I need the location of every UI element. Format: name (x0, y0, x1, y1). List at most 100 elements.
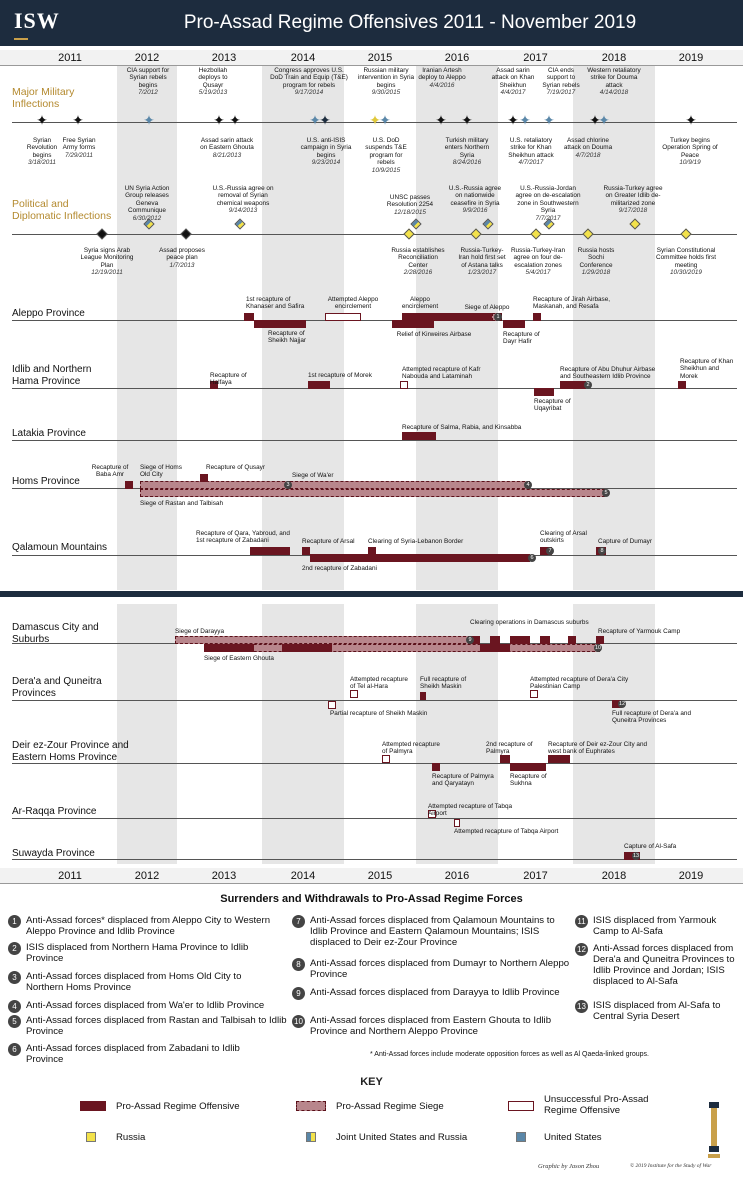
pol-event-astana: Russia-Turkey-Iran hold first set of Ast… (458, 247, 506, 277)
surrenders-title: Surrenders and Withdrawals to Pro-Assad … (220, 893, 523, 905)
diamond-icon-syrian (96, 228, 108, 240)
offensive-bar (548, 755, 570, 763)
year-label: 2018 (601, 870, 627, 882)
surrender-marker: 9 (466, 636, 474, 644)
event-label: Siege of Homs Old City (140, 464, 182, 479)
event-label: Siege of Eastern Ghouta (204, 655, 274, 662)
siege-bar (140, 481, 290, 489)
surrender-marker: 13 (632, 852, 640, 860)
pol-event-unsc-2254: UNSC passes Resolution 2254 12/18/2015 (386, 194, 434, 216)
event-label: Recapture of Sukhna (510, 773, 547, 788)
offensive-bar (244, 313, 254, 321)
surrender-item: ISIS displaced from Al-Safa to Central S… (593, 1000, 721, 1022)
surrender-number: 13 (575, 1000, 588, 1013)
star-icon-us: ✦ (379, 114, 391, 129)
mil-event-hezbollah: Hezbollah deploys to Qusayr 5/19/2013 (198, 67, 228, 97)
event-label: Siege of Rastan and Talbisah (140, 500, 224, 507)
mil-event-fsa: Free Syrian Army forms 7/29/2011 (62, 137, 96, 159)
year-band-2014 (262, 66, 344, 590)
offensive-bar (302, 547, 310, 555)
section-military-label: Major Military Inflections (12, 86, 75, 110)
offensive-bar (368, 547, 376, 555)
raqqa-axis (12, 818, 737, 819)
mil-event-turkey-enters: Turkish military enters Northern Syria 8/… (444, 137, 490, 167)
key-siege-swatch (296, 1101, 326, 1111)
key-joint-label: Joint United States and Russia (336, 1132, 468, 1143)
star-icon-russia: ✦ (369, 114, 381, 129)
year-axis-bottom: 2011 2012 2013 2014 2015 2016 2017 2018 … (0, 868, 743, 884)
event-label: Recapture of Salma, Rabia, and Kinsabba (402, 424, 522, 431)
year-label: 2015 (367, 870, 393, 882)
surrender-item: ISIS displaced from Northern Hama Provin… (26, 942, 249, 964)
unsuccessful-bar (325, 313, 361, 321)
siege-bar (204, 644, 600, 652)
event-label: Siege of Aleppo (464, 304, 510, 311)
event-label: 2nd recapture of Zabadani (302, 565, 377, 572)
surrender-marker: 7 (546, 547, 554, 555)
header-bar: ISW Pro-Assad Regime Offensives 2011 - N… (0, 0, 743, 46)
offensive-bar (210, 381, 218, 389)
year-label: 2016 (444, 870, 470, 882)
year-label: 2015 (367, 52, 393, 64)
year-label: 2012 (134, 870, 160, 882)
offensive-bar (254, 320, 306, 328)
surrender-number: 6 (8, 1043, 21, 1056)
star-icon-syrian: ✦ (36, 114, 48, 129)
star-icon-us: ✦ (598, 114, 610, 129)
diamond-icon-syrian (180, 228, 192, 240)
key-siege-label: Pro-Assad Regime Siege (336, 1101, 444, 1112)
pol-event-arab-league: Syria signs Arab League Monitoring Plan 1… (80, 247, 134, 277)
event-label: Attempted recapture of Kafr Nabouda and … (402, 366, 481, 381)
surrender-item: Anti-Assad forces displaced from Dumayr … (310, 958, 570, 980)
military-axis (12, 122, 737, 123)
mil-event-khan-sheikhun-sarin: Assad sarin attack on Khan Sheikhun 4/4/2… (491, 67, 535, 97)
offensive-bar (250, 547, 290, 555)
star-icon-syrian: ✦ (589, 114, 601, 129)
pol-event-constitutional: Syrian Constitutional Committee holds fi… (655, 247, 717, 277)
offensive-bar (533, 313, 541, 321)
event-label: Recapture of Halfaya (210, 372, 247, 387)
year-label: 2017 (523, 870, 548, 882)
event-label: Attempted Aleppo encirclement (327, 296, 379, 311)
star-icon-us: ✦ (319, 114, 331, 129)
pol-event-reconciliation: Russia establishes Reconciliation Center… (391, 247, 445, 277)
diamond-icon-joint (234, 218, 246, 230)
political-axis (12, 234, 737, 235)
star-icon-syrian: ✦ (685, 114, 697, 129)
offensive-bar (402, 313, 442, 321)
surrender-number: 7 (292, 915, 305, 928)
province-latakia-label: Latakia Province (12, 428, 86, 439)
province-qalamoun-label: Qalamoun Mountains (12, 542, 108, 553)
mil-event-us-anti-isis: U.S. anti-ISIS campaign in Syria begins 9… (300, 137, 352, 167)
year-label: 2011 (58, 52, 82, 64)
pol-event-jordan-zone: U.S.-Russia-Jordan agree on de-escalatio… (515, 185, 581, 222)
deir-ez-zour-axis (12, 763, 737, 764)
year-label: 2019 (678, 870, 704, 882)
offensive-bar (612, 700, 622, 708)
isw-logo: ISW (14, 8, 60, 33)
deraa-axis (12, 700, 737, 701)
province-raqqa-label: Ar-Raqqa Province (12, 806, 97, 817)
year-label: 2013 (211, 52, 237, 64)
mil-event-spring-of-peace: Turkey begins Operation Spring of Peace 1… (662, 137, 718, 167)
event-label: Recapture of Baba Amr (91, 464, 129, 479)
star-icon-syrian: ✦ (507, 114, 519, 129)
event-label: Recapture of Arsal (302, 538, 355, 545)
section-political-label: Political and Diplomatic Inflections (12, 198, 112, 222)
star-icon-syrian: ✦ (229, 114, 241, 129)
unsuccessful-bar (382, 755, 390, 763)
diamond-icon-russia (680, 228, 692, 240)
credit-copyright: © 2019 Institute for the Study of War (630, 1163, 712, 1169)
offensive-bar (308, 381, 330, 389)
year-axis-top: 2011 2012 2013 2014 2015 2016 2017 2018 … (0, 50, 743, 66)
key-unsuccessful-swatch (508, 1101, 534, 1111)
surrender-item: Anti-Assad forces displaced from Dera'a … (593, 943, 735, 987)
pol-event-ceasefire: U.S.-Russia agree on nationwide ceasefir… (448, 185, 502, 215)
section-divider (0, 591, 743, 597)
key-title: KEY (360, 1076, 383, 1088)
event-label: 1st recapture of Khanaser and Safira (246, 296, 305, 311)
surrender-marker: 12 (618, 700, 626, 708)
offensive-bar (470, 636, 480, 644)
surrender-item: Anti-Assad forces* displaced from Aleppo… (26, 915, 271, 937)
